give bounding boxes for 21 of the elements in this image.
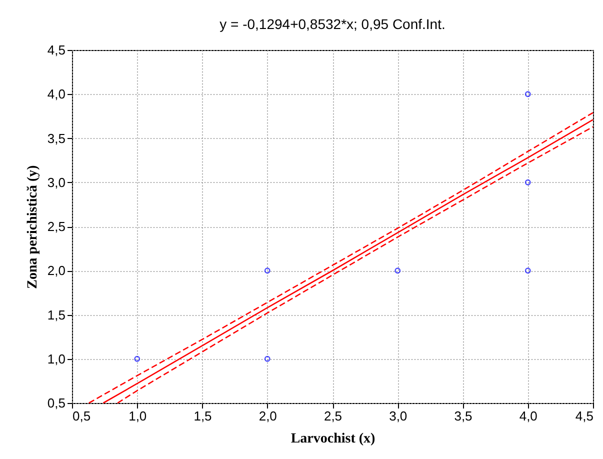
x-tick-label: 1,5 <box>194 408 212 424</box>
y-axis-title: Zona perichistică (y) <box>25 164 40 289</box>
y-tick-label: 4,0 <box>47 86 66 102</box>
x-axis-title: Larvochist (x) <box>290 432 376 446</box>
x-tick-label: 3,5 <box>454 408 472 424</box>
y-tick-label: 0,5 <box>47 396 66 410</box>
x-tick-label: 0,5 <box>72 408 91 424</box>
x-tick-label: 2,5 <box>324 408 342 424</box>
y-tick-label: 2,0 <box>47 263 66 278</box>
y-tick-label: 3,5 <box>47 130 66 146</box>
y-tick-label: 1,0 <box>47 351 66 366</box>
x-tick-label: 4,5 <box>575 408 594 424</box>
y-tick-label: 4,5 <box>47 42 66 58</box>
y-tick-label: 1,5 <box>47 307 66 322</box>
x-tick-label: 4,0 <box>519 408 538 424</box>
x-tick-label: 1,0 <box>128 408 147 424</box>
x-tick-label: 3,0 <box>389 408 408 424</box>
x-tick-label: 2,0 <box>258 408 277 424</box>
y-tick-label: 3,0 <box>47 174 66 190</box>
y-tick-label: 2,5 <box>47 219 66 234</box>
chart-title: y = -0,1294+0,8532*x; 0,95 Conf.Int. <box>220 16 446 32</box>
